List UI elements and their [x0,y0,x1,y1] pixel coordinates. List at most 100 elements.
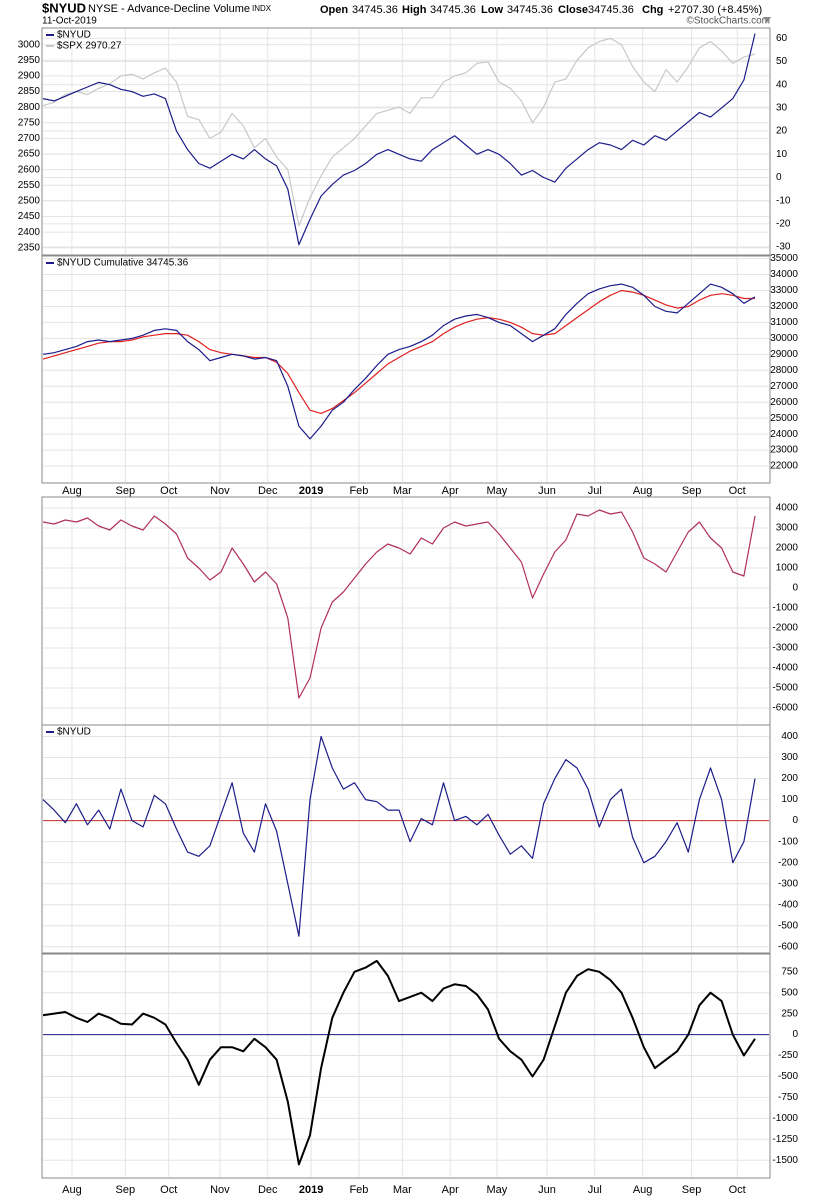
x-tick-label: Oct [160,1184,177,1196]
x-tick-label: Mar [393,485,412,497]
quote-label: Close [558,4,588,16]
y-tick-label: 10 [776,149,788,160]
y-tick-label: -500 [778,1071,798,1082]
y-tick-label: -20 [776,218,791,229]
x-tick-label: Oct [729,1184,746,1196]
y-tick-label: 4000 [776,503,799,514]
y-tick-label: 2800 [18,102,41,113]
y-tick-label: 32000 [770,301,798,312]
x-tick-label: Dec [258,485,278,497]
x-tick-label: Mar [393,1184,412,1196]
date: 11-Oct-2019 [42,16,97,27]
y-tick-label: 250 [781,1008,798,1019]
panel-frame [41,953,771,1179]
y-tick-label: 2500 [18,196,41,207]
y-tick-label: -500 [778,920,798,931]
y-tick-label: 2600 [18,164,41,175]
y-tick-label: -400 [778,899,798,910]
x-tick-label: Sep [116,485,136,497]
credit: ©StockCharts.com [686,16,770,27]
y-tick-label: 1000 [776,563,799,574]
x-tick-label: May [487,485,508,497]
x-tick-label: Feb [349,485,368,497]
x-tick-label: Oct [160,485,177,497]
y-tick-label: -10 [776,195,791,206]
y-tick-label: 200 [781,773,798,784]
x-tick-label: Oct [729,485,746,497]
y-tick-label: 30 [776,103,788,114]
y-tick-label: 2700 [18,133,41,144]
panel-frame [41,27,771,256]
y-tick-label: -6000 [772,703,798,714]
y-tick-label: 34000 [770,269,798,280]
y-tick-label: 50 [776,56,788,67]
y-tick-label: 40 [776,79,788,90]
series-line [42,37,756,227]
y-tick-label: 20 [776,126,788,137]
y-tick-label: 2350 [18,242,41,253]
y-tick-label: 2750 [18,117,41,128]
x-tick-label: Apr [442,485,459,497]
x-tick-label: Jul [588,485,602,497]
quote-label: Low [481,4,503,16]
y-tick-label: -300 [778,878,798,889]
quote-label: Chg [642,4,663,16]
x-tick-label: Apr [442,1184,459,1196]
y-tick-label: -1500 [772,1155,798,1166]
y-tick-label: 500 [781,987,798,998]
y-tick-label: 2850 [18,86,41,97]
series-line [42,735,756,937]
y-tick-label: 100 [781,794,798,805]
y-tick-label: 35000 [770,253,798,264]
x-tick-label: Jun [538,485,556,497]
x-tick-label: Jun [538,1184,556,1196]
y-tick-label: -1250 [772,1134,798,1145]
series-line [42,509,756,699]
quote-label: Open [320,4,348,16]
y-tick-label: 3000 [18,39,41,50]
quote-value: 34745.36 [430,4,476,16]
x-tick-label: Sep [682,1184,702,1196]
y-tick-label: 2650 [18,149,41,160]
y-tick-label: 26000 [770,397,798,408]
y-tick-label: 3000 [776,523,799,534]
series-line [42,33,756,246]
y-tick-label: 750 [781,966,798,977]
y-tick-label: 33000 [770,285,798,296]
y-tick-label: 23000 [770,445,798,456]
x-tick-label: Aug [62,485,82,497]
panel-frame [41,255,771,484]
x-tick-label: Aug [633,485,653,497]
y-tick-label: 30000 [770,333,798,344]
y-tick-label: -200 [778,857,798,868]
quote-value: 34745.36 [352,4,398,16]
series-line [42,959,756,1166]
series-line [42,283,756,440]
y-tick-label: 2900 [18,71,41,82]
y-tick-label: 0 [792,815,798,826]
legend-label: $NYUD [57,30,91,41]
y-tick-label: 2950 [18,55,41,66]
x-tick-label: Feb [349,1184,368,1196]
legend-label: $NYUD [57,727,91,738]
y-tick-label: 2450 [18,211,41,222]
y-tick-label: -250 [778,1050,798,1061]
x-tick-label: Aug [62,1184,82,1196]
menu-icon[interactable] [763,17,771,23]
y-tick-label: -3000 [772,643,798,654]
x-tick-label: Sep [682,485,702,497]
legend-label: $SPX 2970.27 [57,41,122,52]
exchange: INDX [252,4,272,13]
y-tick-label: -1000 [772,603,798,614]
x-tick-label: 2019 [299,485,323,497]
y-tick-label: 28000 [770,365,798,376]
quote-value: +2707.30 (+8.45%) [668,4,762,16]
y-tick-label: -1000 [772,1113,798,1124]
quote-value: 34745.36 [507,4,553,16]
x-tick-label: Sep [116,1184,136,1196]
panel-frame [41,724,771,954]
y-tick-label: -2000 [772,623,798,634]
y-tick-label: 22000 [770,461,798,472]
x-tick-label: Nov [210,485,230,497]
